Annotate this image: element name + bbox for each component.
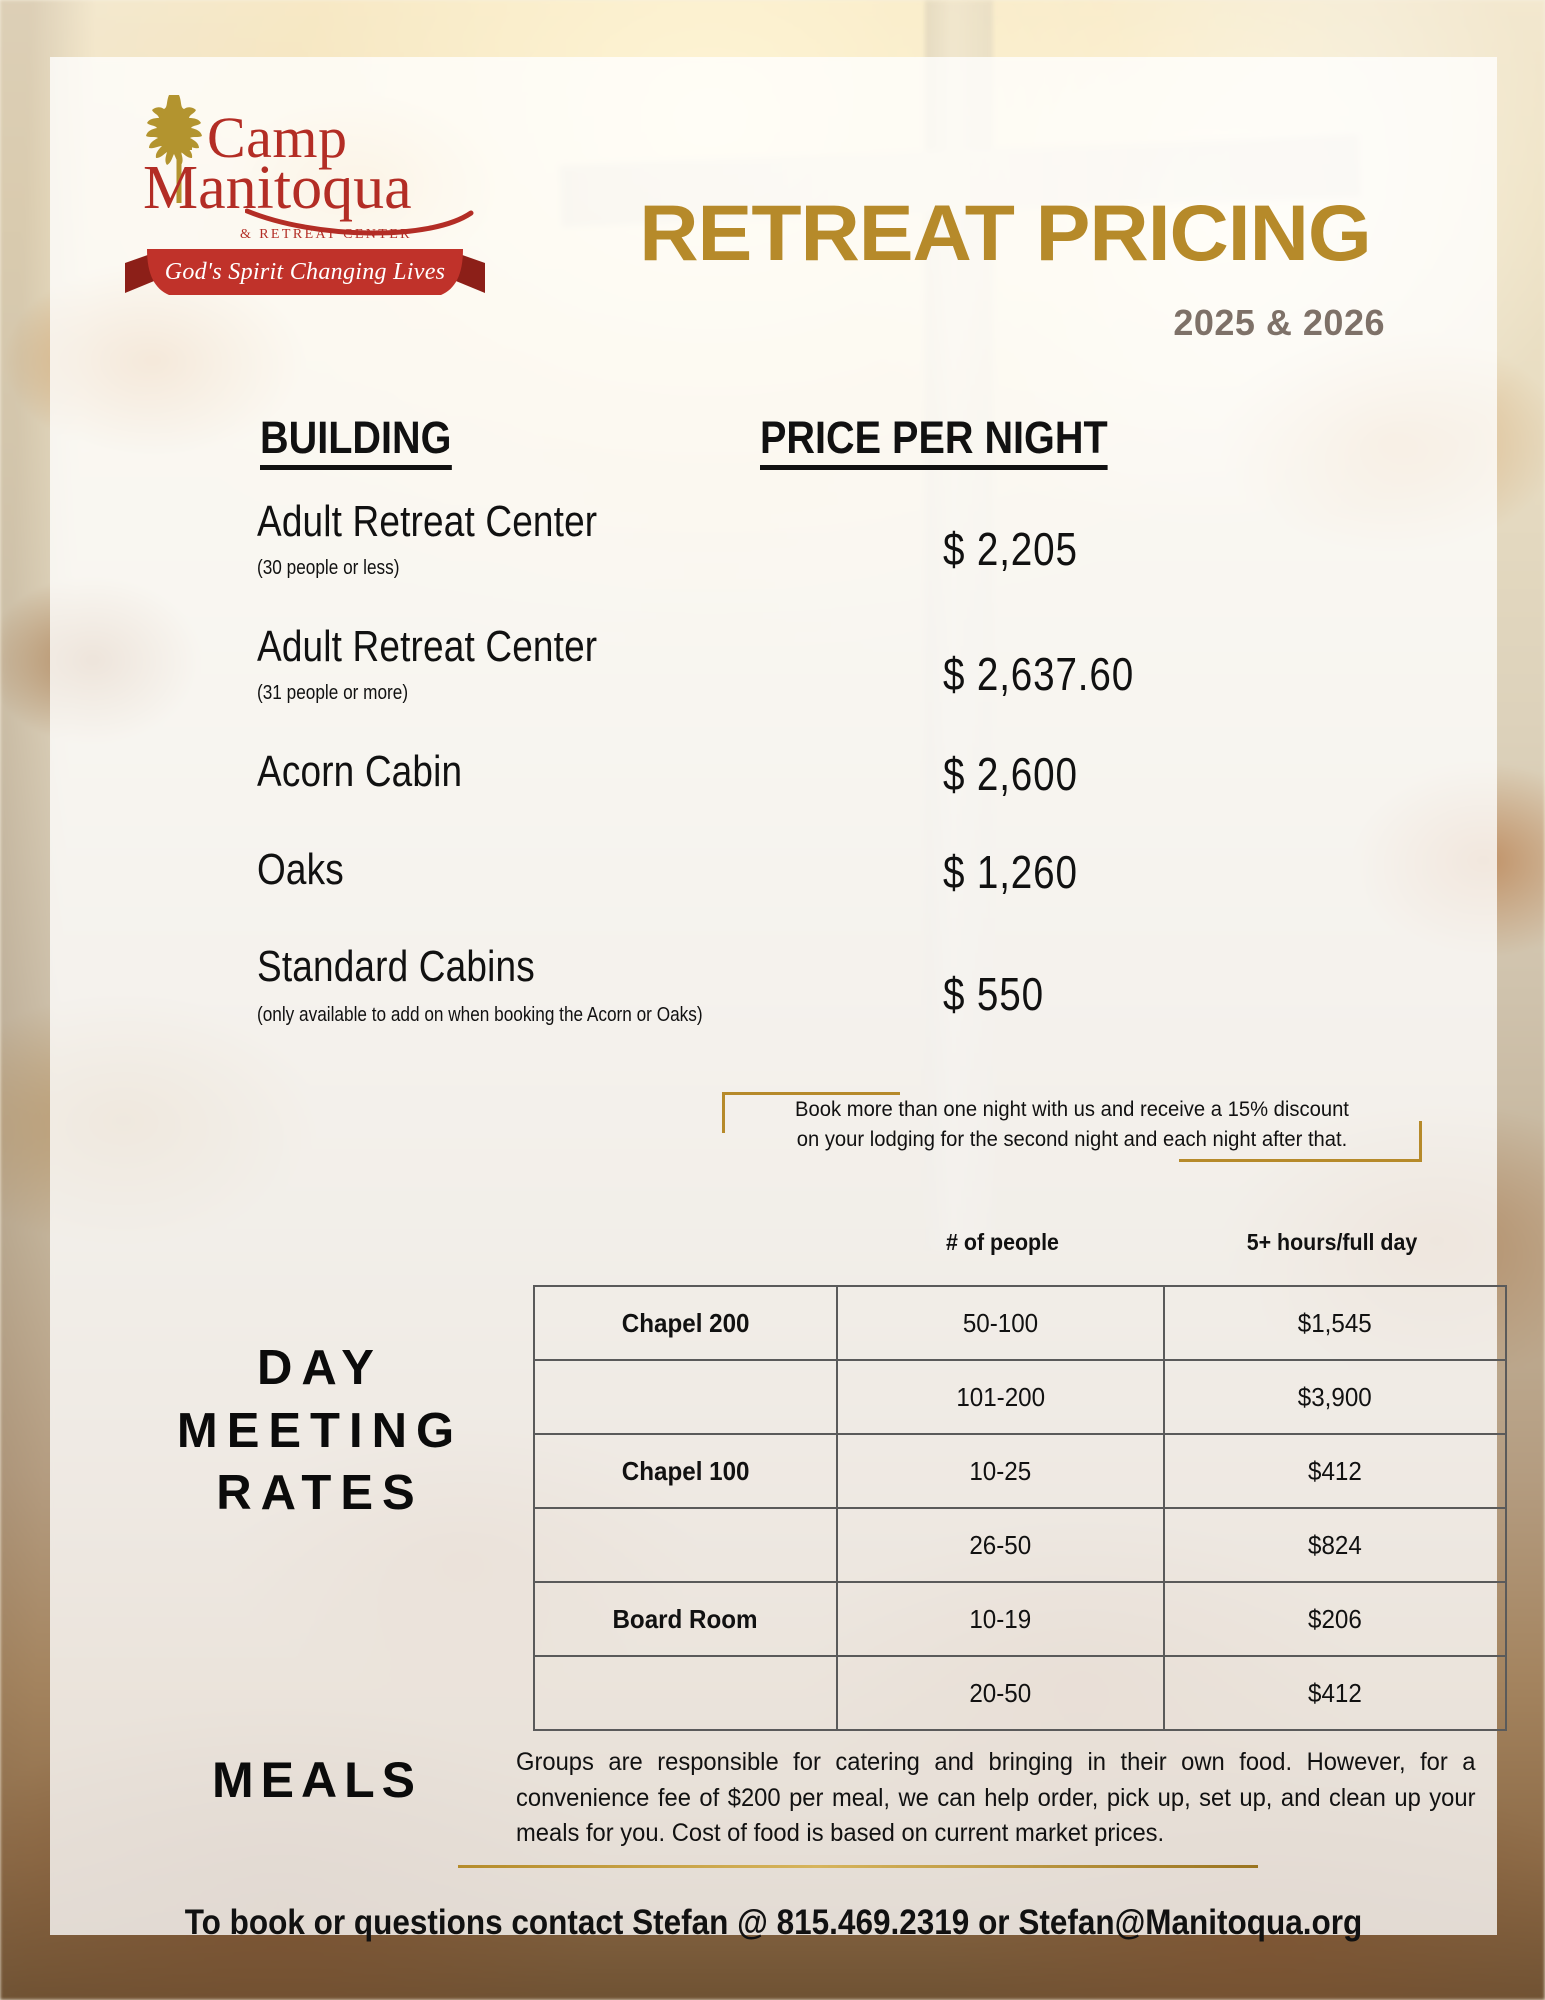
- price-row-name: Acorn Cabin: [257, 747, 463, 796]
- price-row-name: Standard Cabins: [257, 942, 535, 991]
- price-row-name: Adult Retreat Center: [257, 497, 598, 546]
- cell-price: $3,900: [1163, 1359, 1507, 1435]
- discount-note: Book more than one night with us and rec…: [722, 1092, 1422, 1162]
- logo-swoosh-icon: [244, 205, 475, 250]
- logo-retreat-center-text: & RETREAT CENTER: [240, 227, 412, 242]
- header: Camp Manitoqua & RETREAT CENTER God's Sp…: [50, 57, 1497, 343]
- page-subtitle: 2025 & 2026: [1173, 302, 1385, 343]
- dmr-label-line1: DAY: [257, 1341, 383, 1395]
- discount-note-line1: Book more than one night with us and rec…: [795, 1097, 1349, 1121]
- col-header-hours: 5+ hours/full day: [1246, 1229, 1418, 1255]
- price-row-note: (31 people or more): [257, 682, 409, 704]
- discount-note-line2: on your lodging for the second night and…: [796, 1127, 1348, 1152]
- price-row-name: Adult Retreat Center: [257, 622, 598, 671]
- page-title: RETREAT PRICING: [639, 188, 1372, 277]
- price-row-price: $ 2,600: [943, 748, 1078, 800]
- price-row-name: Oaks: [257, 845, 344, 894]
- cell-room: Chapel 100: [533, 1433, 838, 1509]
- cell-price: $412: [1163, 1655, 1507, 1731]
- table-row: Chapel 200 50-100 $1,545: [533, 1285, 1507, 1361]
- logo-manitoqua-text: Manitoqua: [143, 154, 412, 222]
- cell-room: [533, 1507, 838, 1583]
- price-row-price: $ 2,205: [943, 523, 1078, 575]
- oak-leaf-with-cross-icon: [143, 93, 215, 216]
- meals-label: MEALS: [212, 1752, 422, 1808]
- meals-description: Groups are responsible for catering and …: [516, 1748, 1476, 1847]
- cell-room: [533, 1359, 838, 1435]
- price-table-header: BUILDING PRICE PER NIGHT: [50, 412, 1497, 472]
- cell-room: [533, 1655, 838, 1731]
- table-row: Chapel 100 10-25 $412: [533, 1433, 1507, 1509]
- table-row: 101-200 $3,900: [533, 1359, 1507, 1435]
- cell-people: 26-50: [835, 1507, 1166, 1583]
- discount-note-text: Book more than one night with us and rec…: [758, 1094, 1386, 1154]
- footer-divider: [458, 1865, 1258, 1868]
- dmr-label-line2: MEETING: [176, 1403, 464, 1458]
- cell-price: $1,545: [1163, 1285, 1507, 1361]
- cell-price: $206: [1163, 1581, 1507, 1657]
- table-row: Board Room 10-19 $206: [533, 1581, 1507, 1657]
- note-corner-bottom-right: [1179, 1121, 1422, 1162]
- cell-people: 10-19: [835, 1581, 1166, 1657]
- cell-room: Chapel 200: [533, 1285, 838, 1361]
- price-row-price: $ 2,637.60: [943, 648, 1135, 700]
- cell-people: 101-200: [835, 1359, 1166, 1435]
- price-row-price: $ 550: [943, 968, 1044, 1020]
- tagline-text: God's Spirit Changing Lives: [164, 258, 446, 285]
- note-corner-top-left: [722, 1092, 900, 1133]
- price-row-note: (only available to add on when booking t…: [257, 1004, 703, 1026]
- table-row: 20-50 $412: [533, 1655, 1507, 1731]
- day-meeting-rates-label: DAY MEETING RATES: [155, 1337, 485, 1525]
- table-row: 26-50 $824: [533, 1507, 1507, 1583]
- day-rates-column-headers: # of people 5+ hours/full day: [50, 1229, 1497, 1265]
- cell-people: 10-25: [835, 1433, 1166, 1509]
- col-header-price-per-night: PRICE PER NIGHT: [760, 412, 1108, 470]
- col-header-num-people: # of people: [946, 1229, 1059, 1255]
- col-header-building: BUILDING: [260, 412, 452, 470]
- flyer-card: Camp Manitoqua & RETREAT CENTER God's Sp…: [50, 57, 1507, 1942]
- tagline-ribbon: God's Spirit Changing Lives: [125, 249, 485, 307]
- footer-contact: To book or questions contact Stefan @ 81…: [184, 1903, 1363, 1942]
- price-row-price: $ 1,260: [943, 846, 1078, 898]
- camp-manitoqua-logo: Camp Manitoqua & RETREAT CENTER God's Sp…: [125, 87, 485, 302]
- price-row-note: (30 people or less): [257, 557, 400, 579]
- logo-camp-text: Camp: [207, 105, 348, 170]
- cell-people: 20-50: [835, 1655, 1166, 1731]
- dmr-label-line3: RATES: [216, 1466, 424, 1521]
- cell-price: $824: [1163, 1507, 1507, 1583]
- cell-room: Board Room: [533, 1581, 838, 1657]
- cell-people: 50-100: [835, 1285, 1166, 1361]
- day-meeting-rates-table: Chapel 200 50-100 $1,545 101-200 $3,900 …: [533, 1285, 1507, 1731]
- cell-price: $412: [1163, 1433, 1507, 1509]
